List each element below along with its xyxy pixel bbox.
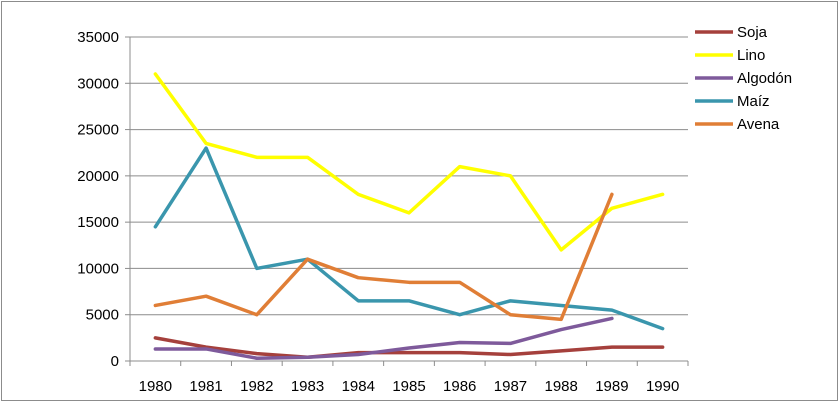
x-tick-label: 1988 [544, 378, 577, 395]
x-tick-label: 1990 [646, 378, 679, 395]
x-tick-label: 1987 [494, 378, 527, 395]
y-tick-label: 0 [111, 353, 119, 370]
x-tick-label: 1980 [139, 378, 172, 395]
series-line-avena [153, 192, 614, 322]
x-tick-label: 1982 [240, 378, 273, 395]
y-tick-label: 20000 [77, 168, 119, 185]
legend-label: Maíz [737, 93, 770, 110]
x-tick-label: 1989 [595, 378, 628, 395]
y-tick-label: 30000 [77, 75, 119, 92]
legend-label: Lino [737, 47, 765, 64]
x-tick-label: 1986 [443, 378, 476, 395]
x-tick-label: 1983 [291, 378, 324, 395]
legend: Soja Lino Algodón Maíz Avena [695, 24, 792, 133]
y-tick-label: 5000 [86, 307, 119, 324]
gridlines [130, 36, 688, 316]
series-line-maíz [153, 146, 665, 331]
series-line-algodón [153, 316, 614, 360]
series-line-soja [153, 336, 665, 360]
legend-label: Avena [737, 116, 780, 133]
y-tick-label: 35000 [77, 29, 119, 46]
series-lines [153, 72, 665, 360]
legend-label: Algodón [737, 70, 792, 87]
y-tick-label: 25000 [77, 122, 119, 139]
x-tick-label: 1981 [189, 378, 222, 395]
y-axis-tick-labels: 0 5000 10000 15000 20000 25000 30000 35000 [77, 29, 119, 370]
axes [125, 36, 689, 366]
x-tick-label: 1984 [342, 378, 375, 395]
x-tick-label: 1985 [392, 378, 425, 395]
x-axis-tick-labels: 1980 1981 1982 1983 1984 1985 1986 1987 1988 1989… [139, 378, 680, 395]
series-line-lino [153, 72, 665, 252]
y-tick-label: 15000 [77, 214, 119, 231]
legend-label: Soja [737, 24, 768, 41]
y-tick-label: 10000 [77, 260, 119, 277]
